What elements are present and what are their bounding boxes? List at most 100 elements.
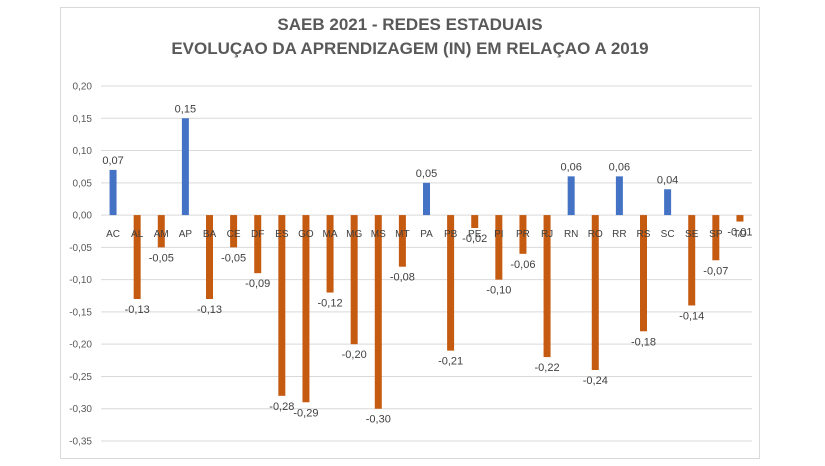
data-label: -0,06 xyxy=(510,259,535,271)
bar-mg xyxy=(350,215,358,345)
category-label: AL xyxy=(131,229,144,240)
category-label: PR xyxy=(516,229,530,240)
data-labels: 0,07-0,13-0,050,15-0,13-0,05-0,09-0,28-0… xyxy=(102,103,752,425)
category-label: ES xyxy=(275,229,289,240)
data-label: -0,21 xyxy=(438,356,463,368)
data-label: -0,24 xyxy=(583,375,608,387)
chart-subtitle: EVOLUÇAO DA APRENDIZAGEM (IN) EM RELAÇAO… xyxy=(171,39,649,58)
data-label: 0,06 xyxy=(560,161,581,173)
bar-ap xyxy=(181,118,189,216)
category-label: MG xyxy=(346,229,362,240)
category-label: RN xyxy=(564,229,578,240)
bar-sp xyxy=(712,215,720,261)
bar-mt xyxy=(398,215,406,267)
category-label: MT xyxy=(395,229,409,240)
bars xyxy=(109,118,744,409)
bar-ce xyxy=(230,215,238,248)
data-label: -0,29 xyxy=(293,407,318,419)
bar-se xyxy=(688,215,696,306)
data-label: 0,05 xyxy=(416,168,437,180)
bar-al xyxy=(133,215,141,299)
category-label: RS xyxy=(637,229,651,240)
category-label: SP xyxy=(709,229,723,240)
category-label: RJ xyxy=(541,229,553,240)
category-label: SE xyxy=(685,229,699,240)
category-label: PA xyxy=(420,229,433,240)
data-label: -0,05 xyxy=(149,252,174,264)
y-tick-label: -0,10 xyxy=(69,275,92,286)
category-label: PB xyxy=(444,229,458,240)
data-label: -0,07 xyxy=(703,265,728,277)
category-label: SC xyxy=(661,229,675,240)
y-tick-label: -0,30 xyxy=(69,404,92,415)
bar-rn xyxy=(567,176,575,216)
y-tick-label: -0,35 xyxy=(69,437,92,448)
data-label: -0,14 xyxy=(679,310,704,322)
data-label: -0,09 xyxy=(245,278,270,290)
y-tick-label: 0,15 xyxy=(73,114,93,125)
bar-ac xyxy=(109,169,117,216)
data-label: -0,12 xyxy=(318,298,343,310)
bar-ms xyxy=(374,215,382,409)
data-label: -0,30 xyxy=(366,414,391,426)
bar-ro xyxy=(591,215,599,370)
data-label: -0,13 xyxy=(197,304,222,316)
category-label: AP xyxy=(179,229,193,240)
bar-rj xyxy=(543,215,551,358)
category-label: AC xyxy=(106,229,120,240)
data-label: -0,20 xyxy=(342,349,367,361)
data-label: -0,08 xyxy=(390,272,415,284)
category-label: TO xyxy=(733,229,747,240)
category-label: RR xyxy=(612,229,626,240)
bar-pr xyxy=(519,215,527,254)
y-axis-ticks: 0,20 0,15 0,10 0,05 0,00 -0,05 -0,10 -0,15 -0,20… xyxy=(69,82,92,448)
category-labels: AC AL AM AP BA CE DF ES GO MA MG MS MT PA PB PE PI PR RJ RN… xyxy=(106,229,747,240)
y-tick-label: -0,05 xyxy=(69,243,92,254)
bar-to xyxy=(736,215,744,222)
data-label: -0,22 xyxy=(535,362,560,374)
category-label: RO xyxy=(588,229,603,240)
bar-pa xyxy=(423,182,430,216)
bar-rs xyxy=(640,215,647,332)
bar-es xyxy=(278,215,286,396)
category-label: PE xyxy=(468,229,482,240)
data-label: -0,28 xyxy=(269,401,294,413)
y-tick-label: -0,15 xyxy=(69,307,92,318)
bar-sc xyxy=(664,189,672,216)
data-label: -0,05 xyxy=(221,252,246,264)
y-tick-label: 0,20 xyxy=(73,82,93,93)
category-label: MA xyxy=(323,229,338,240)
bar-go xyxy=(302,215,310,403)
bar-pi xyxy=(495,215,503,280)
category-label: AM xyxy=(154,229,169,240)
category-label: CE xyxy=(227,229,241,240)
y-tick-label: 0,00 xyxy=(73,211,93,222)
data-label: 0,04 xyxy=(657,174,678,186)
bar-ma xyxy=(326,215,334,293)
category-label: MS xyxy=(371,229,386,240)
gridlines xyxy=(101,85,752,442)
y-tick-label: 0,05 xyxy=(73,178,93,189)
data-label: -0,01 xyxy=(727,227,752,239)
data-label: -0,02 xyxy=(462,233,487,245)
data-label: -0,10 xyxy=(486,285,511,297)
y-tick-label: -0,20 xyxy=(69,340,92,351)
data-label: 0,07 xyxy=(102,155,123,167)
bar-am xyxy=(157,215,165,248)
chart-title-block: SAEB 2021 - REDES ESTADUAIS EVOLUÇAO DA … xyxy=(60,13,760,61)
y-tick-label: 0,10 xyxy=(73,146,93,157)
category-label: BA xyxy=(203,229,217,240)
data-label: 0,06 xyxy=(609,161,630,173)
bar-df xyxy=(254,215,262,274)
data-label: 0,15 xyxy=(175,103,196,115)
bar-rr xyxy=(615,176,623,216)
category-label: PI xyxy=(494,229,503,240)
category-label: GO xyxy=(298,229,314,240)
data-label: -0,18 xyxy=(631,336,656,348)
category-label: DF xyxy=(251,229,264,240)
bar-ba xyxy=(206,215,213,299)
data-label: -0,13 xyxy=(125,304,150,316)
bar-pe xyxy=(471,215,479,228)
y-tick-label: -0,25 xyxy=(69,372,92,383)
